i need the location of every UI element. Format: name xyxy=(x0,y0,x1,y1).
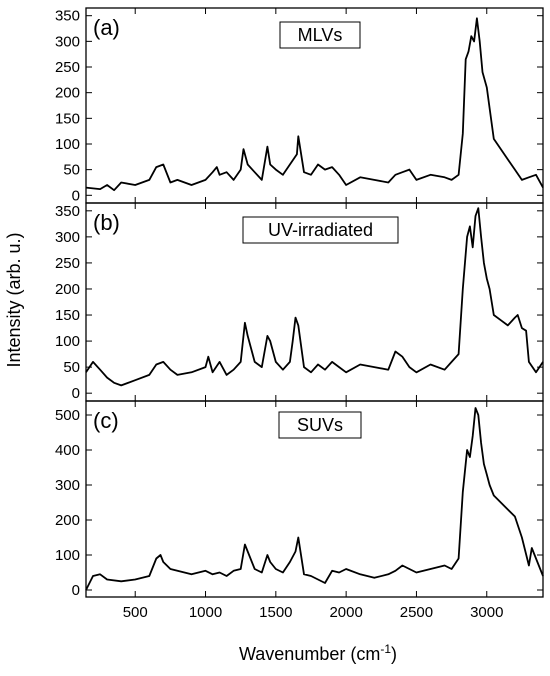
y-tick-label: 100 xyxy=(55,136,80,153)
y-tick-label: 0 xyxy=(72,582,80,599)
legend-label: UV-irradiated xyxy=(268,220,373,240)
y-tick-label: 300 xyxy=(55,229,80,246)
legend-label: MLVs xyxy=(298,25,343,45)
spectrum-line xyxy=(85,17,544,192)
y-axis-title: Intensity (arb. u.) xyxy=(4,232,24,367)
y-tick-label: 300 xyxy=(55,477,80,494)
y-tick-label: 400 xyxy=(55,442,80,459)
panel-frame xyxy=(85,400,544,598)
y-tick-label: 200 xyxy=(55,281,80,298)
y-tick-label: 300 xyxy=(55,33,80,50)
x-tick-label: 2500 xyxy=(400,604,433,621)
spectrum-line xyxy=(85,407,544,591)
legend-box xyxy=(278,411,362,439)
panel-2: 0 50 100 150 200 250 300 350 (b) UV-irradiated xyxy=(55,202,544,402)
x-tick-labels: 500 1000 1500 2000 2500 3000 xyxy=(123,604,504,621)
y-tick-label: 150 xyxy=(55,110,80,127)
legend-box xyxy=(242,216,399,244)
x-tick-label: 500 xyxy=(123,604,148,621)
spectrum-line xyxy=(85,207,544,387)
y-tick-label: 500 xyxy=(55,407,80,424)
y-tick-label: 50 xyxy=(63,162,80,179)
y-tick-label: 150 xyxy=(55,307,80,324)
x-tick-label: 1000 xyxy=(189,604,222,621)
panel-letter: (c) xyxy=(93,408,119,433)
y-tick-label: 350 xyxy=(55,8,80,25)
panel-letter: (b) xyxy=(93,210,120,235)
y-tick-label: 250 xyxy=(55,59,80,76)
x-tick-label: 1500 xyxy=(259,604,292,621)
y-tick-label: 0 xyxy=(72,385,80,402)
y-tick-label: 100 xyxy=(55,333,80,350)
y-tick-label: 350 xyxy=(55,203,80,220)
legend-label: SUVs xyxy=(297,415,343,435)
panel-3: 0 100 200 300 400 500 (c) SUVs xyxy=(55,400,544,599)
panel-1: 0 50 100 150 200 250 300 350 (a) MLVs xyxy=(55,7,544,204)
y-tick-label: 100 xyxy=(55,547,80,564)
x-tick-label: 3000 xyxy=(470,604,503,621)
y-tick-label: 200 xyxy=(55,512,80,529)
y-tick-label: 250 xyxy=(55,255,80,272)
panels-group: 0 50 100 150 200 250 300 350 (a) MLVs 0 50 100 150 200… xyxy=(55,7,544,599)
y-tick-label: 200 xyxy=(55,85,80,102)
x-tick-label: 2000 xyxy=(329,604,362,621)
y-tick-label: 0 xyxy=(72,187,80,204)
x-axis-title: Wavenumber (cm-1) xyxy=(239,642,397,664)
y-tick-label: 50 xyxy=(63,359,80,376)
legend-box xyxy=(279,21,361,49)
panel-letter: (a) xyxy=(93,15,120,40)
